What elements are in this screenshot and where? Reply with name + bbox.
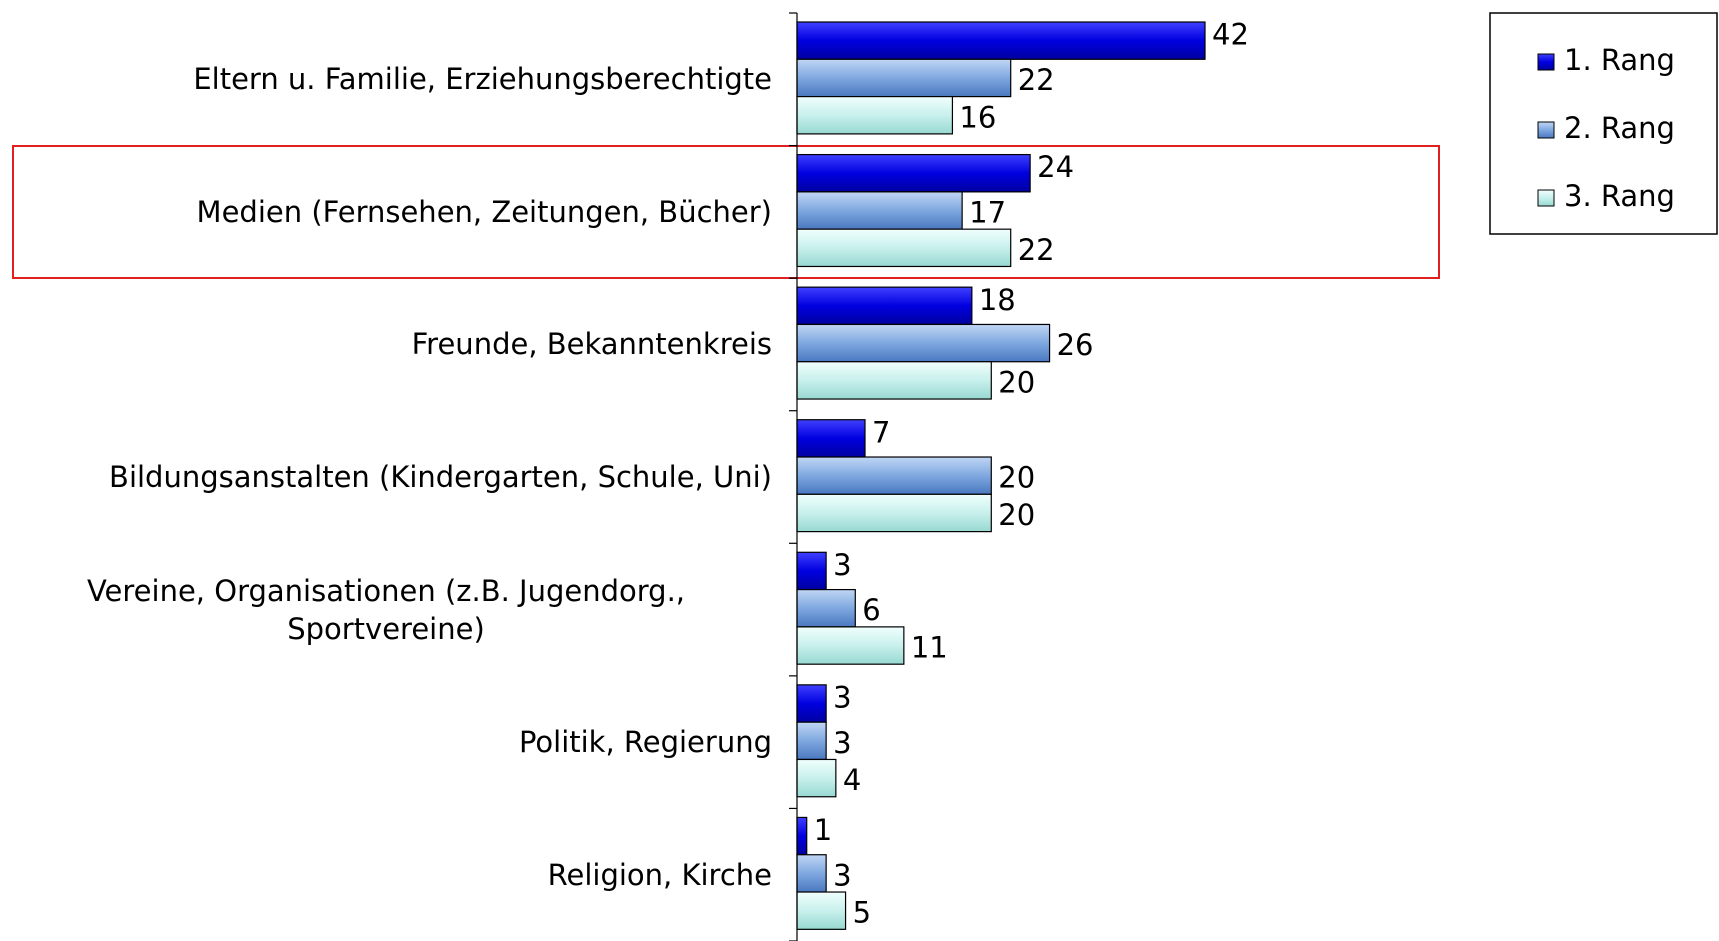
data-label: 17: [969, 196, 1006, 230]
legend-label: 2. Rang: [1564, 111, 1675, 145]
bar: [796, 588, 856, 628]
bar: [796, 684, 827, 723]
category-label: Vereine, Organisationen (z.B. Jugendorg.…: [86, 573, 686, 646]
data-label: 6: [862, 593, 880, 627]
bar: [796, 626, 905, 665]
data-label: 11: [911, 631, 948, 665]
data-label: 3: [833, 548, 851, 582]
data-label: 3: [833, 858, 851, 892]
category-label: Bildungsanstalten (Kindergarten, Schule,…: [109, 460, 772, 494]
bar: [796, 456, 992, 495]
legend-swatch: [1537, 121, 1555, 139]
category-label: Politik, Regierung: [518, 725, 772, 760]
data-label: 22: [1018, 63, 1055, 97]
category-label: Medien (Fernsehen, Zeitungen, Bücher): [196, 194, 772, 229]
data-label: 24: [1037, 150, 1074, 184]
data-label: 22: [1018, 233, 1055, 267]
bar: [796, 191, 963, 230]
data-label: 3: [833, 726, 851, 760]
bar: [796, 58, 1012, 98]
highlight-box: [12, 145, 1440, 279]
legend-box: [1489, 12, 1718, 235]
bar: [796, 816, 808, 856]
data-label: 4: [843, 763, 861, 797]
legend-swatch: [1537, 53, 1555, 71]
category-label: Eltern u. Familie, Erziehungsberechtigte: [193, 62, 772, 97]
bar: [796, 493, 992, 533]
data-label: 20: [998, 461, 1035, 495]
data-label: 16: [959, 100, 996, 134]
data-label: 7: [872, 415, 890, 449]
bar: [796, 153, 1031, 193]
data-label: 20: [998, 365, 1035, 399]
bar: [796, 551, 827, 591]
category-label: Religion, Kirche: [547, 857, 772, 892]
legend-label: 1. Rang: [1564, 43, 1675, 77]
data-label: 26: [1057, 328, 1094, 362]
bar: [796, 721, 827, 761]
data-label: 42: [1212, 18, 1249, 52]
data-label: 20: [998, 498, 1035, 532]
data-label: 3: [833, 681, 851, 715]
data-label: 1: [814, 813, 832, 847]
bar: [796, 323, 1051, 363]
legend-label: 3. Rang: [1564, 179, 1675, 213]
category-label: Freunde, Bekanntenkreis: [411, 327, 772, 362]
bar: [796, 419, 866, 458]
bar: [796, 228, 1012, 268]
bar: [796, 21, 1206, 60]
bar: [796, 891, 847, 930]
bar: [796, 854, 827, 893]
data-label: 18: [979, 283, 1016, 317]
bar: [796, 361, 992, 400]
bar: [796, 286, 973, 326]
legend-swatch: [1537, 189, 1555, 207]
bar: [796, 95, 954, 135]
data-label: 5: [853, 896, 871, 930]
bar: [796, 758, 837, 798]
